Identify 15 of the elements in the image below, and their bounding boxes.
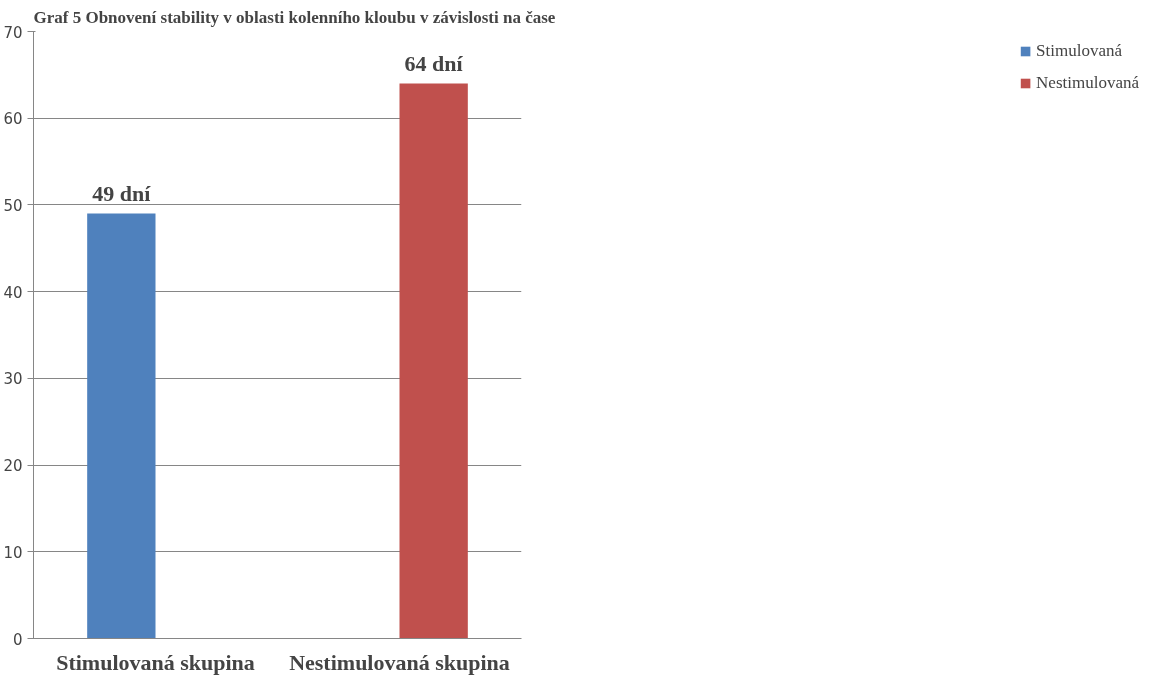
y-tick-label: 10 <box>3 543 23 562</box>
y-tick-label: 0 <box>12 630 23 649</box>
chart-title: Graf 5 Obnovení stability v oblasti kolenního kloubu v závislosti na čase <box>33 7 556 27</box>
x-tick-label: Nestimulovaná skupina <box>289 649 510 675</box>
x-tick-label: Stimulovaná skupina <box>56 649 255 675</box>
y-tick-label: 20 <box>3 457 23 476</box>
data-label: 64 dní <box>404 50 464 76</box>
y-tick-label: 30 <box>3 370 23 389</box>
y-tick-label: 50 <box>3 196 23 215</box>
y-tick-label: 60 <box>3 110 23 129</box>
y-tick-label: 40 <box>3 283 23 302</box>
legend-label: Nestimulovaná <box>1036 73 1139 93</box>
y-tick-label: 70 <box>3 23 23 42</box>
data-label: 49 dní <box>92 180 152 206</box>
legend-label: Stimulovaná <box>1036 41 1123 61</box>
